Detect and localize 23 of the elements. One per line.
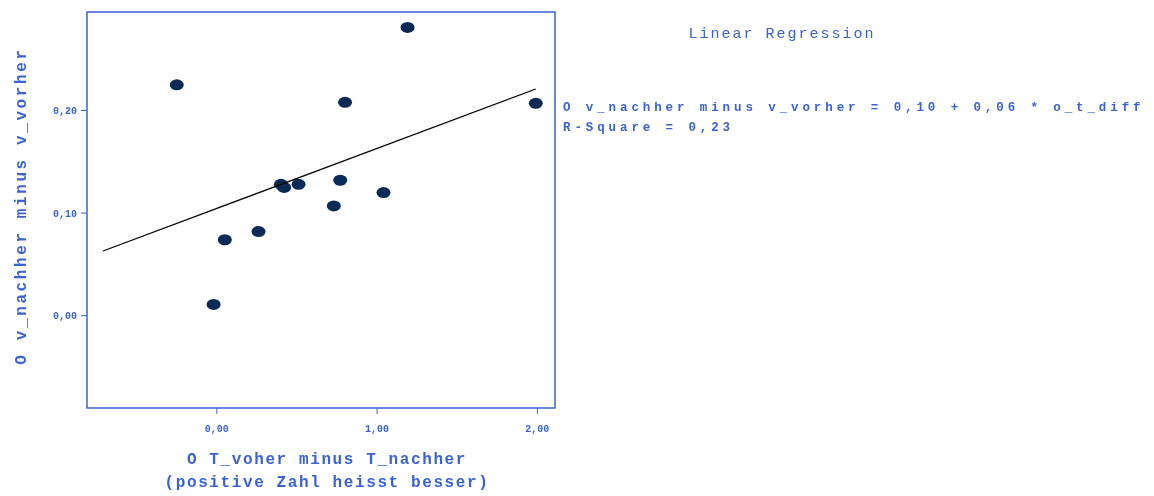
y-tick-label: 0,10: [52, 208, 77, 220]
point: [251, 226, 266, 238]
point: [277, 181, 292, 193]
text: Linear Regression: [688, 26, 876, 43]
point: [217, 234, 232, 246]
y-tick-label: 0,20: [52, 105, 77, 117]
point: [291, 178, 306, 190]
point: [528, 97, 543, 109]
text: O v_nachher minus v_vorher = 0,10 + 0,06 * o_t_diff: [563, 101, 1145, 115]
point: [169, 79, 184, 91]
point: [326, 200, 341, 212]
y-tick-label: 0,00: [52, 311, 77, 323]
point: [338, 96, 353, 108]
x-tick-label: 0,00: [204, 424, 229, 435]
y-axis-title: O v_nachher minus v_vorher: [13, 47, 31, 365]
point: [400, 21, 415, 33]
point: [376, 187, 391, 199]
point: [333, 174, 348, 186]
x-tick-label: 2,00: [525, 424, 550, 435]
text: R-Square = 0,23: [563, 121, 735, 135]
point: [206, 298, 221, 310]
x-tick-label: 1,00: [365, 424, 390, 435]
x-axis-title: O T_voher minus T_nachher (positive Zahl heisst besser): [164, 451, 490, 492]
